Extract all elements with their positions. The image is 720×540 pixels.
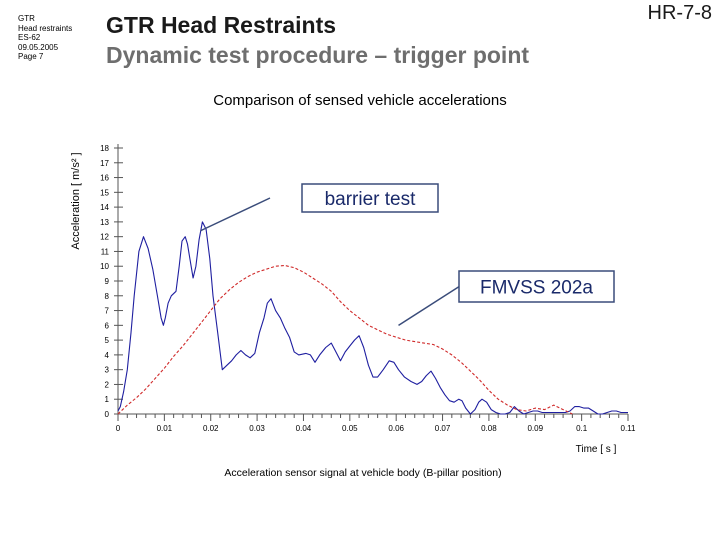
x-tick-label: 0.04 xyxy=(296,424,312,433)
callout-barrier-test-leader xyxy=(200,197,271,232)
x-tick-label: 0.02 xyxy=(203,424,219,433)
y-tick-label: 4 xyxy=(105,351,110,360)
x-axis-label: Time [ s ] xyxy=(576,444,617,455)
slide-subtitle: Dynamic test procedure – trigger point xyxy=(106,42,530,68)
y-tick-label: 17 xyxy=(100,159,109,168)
callout-fmvss-202a-box xyxy=(458,270,615,303)
meta-line: Page 7 xyxy=(18,52,44,61)
y-tick-label: 13 xyxy=(100,218,109,227)
page-id: HR-7-8 xyxy=(647,2,712,24)
slide-meta: GTR Head restraints ES-62 09.05.2005 Pag… xyxy=(18,14,72,62)
chart-title: Comparison of sensed vehicle acceleratio… xyxy=(213,92,507,109)
x-tick-label: 0.09 xyxy=(527,424,543,433)
callout-barrier-test-box xyxy=(301,183,439,213)
y-tick-label: 12 xyxy=(100,233,109,242)
y-tick-label: 8 xyxy=(105,292,110,301)
x-tick-label: 0.08 xyxy=(481,424,497,433)
x-tick-label: 0.06 xyxy=(388,424,404,433)
y-axis-label: Acceleration [ m/s² ] xyxy=(70,152,82,249)
series-barrier-test xyxy=(117,221,628,415)
y-tick-label: 5 xyxy=(105,336,110,345)
y-tick-label: 10 xyxy=(100,262,109,271)
y-tick-label: 9 xyxy=(105,277,110,286)
meta-line: Head restraints xyxy=(18,23,73,33)
callout-barrier-test-label: barrier test xyxy=(325,189,417,210)
x-tick-label: 0.01 xyxy=(157,424,173,433)
y-tick-label: 15 xyxy=(100,188,109,197)
x-tick-label: 0.1 xyxy=(576,424,588,433)
x-tick-label: 0.11 xyxy=(621,424,637,433)
meta-line: 09.05.2005 xyxy=(18,42,59,52)
y-tick-label: 11 xyxy=(101,247,110,256)
y-tick-label: 16 xyxy=(100,174,109,183)
x-tick-label: 0.03 xyxy=(249,424,265,433)
callout-fmvss-202a-label: FMVSS 202a xyxy=(480,277,593,298)
series-fmvss-202a xyxy=(117,264,573,415)
y-tick-label: 0 xyxy=(105,410,110,419)
x-tick-label: 0.05 xyxy=(342,424,358,433)
x-tick-label: 0.07 xyxy=(435,424,451,433)
y-tick-label: 3 xyxy=(105,366,110,375)
y-tick-label: 2 xyxy=(105,380,110,389)
meta-line: GTR xyxy=(18,14,35,23)
y-tick-label: 1 xyxy=(105,395,110,404)
meta-line: ES-62 xyxy=(18,33,41,42)
callout-fmvss-202a-leader xyxy=(398,285,461,326)
y-tick-label: 14 xyxy=(100,203,109,212)
y-tick-label: 6 xyxy=(105,321,110,330)
chart-caption: Acceleration sensor signal at vehicle bo… xyxy=(224,467,501,479)
y-tick-label: 18 xyxy=(100,144,109,153)
slide-title: GTR Head Restraints xyxy=(106,12,337,38)
x-tick-label: 0 xyxy=(116,424,121,433)
y-tick-label: 7 xyxy=(105,307,110,316)
